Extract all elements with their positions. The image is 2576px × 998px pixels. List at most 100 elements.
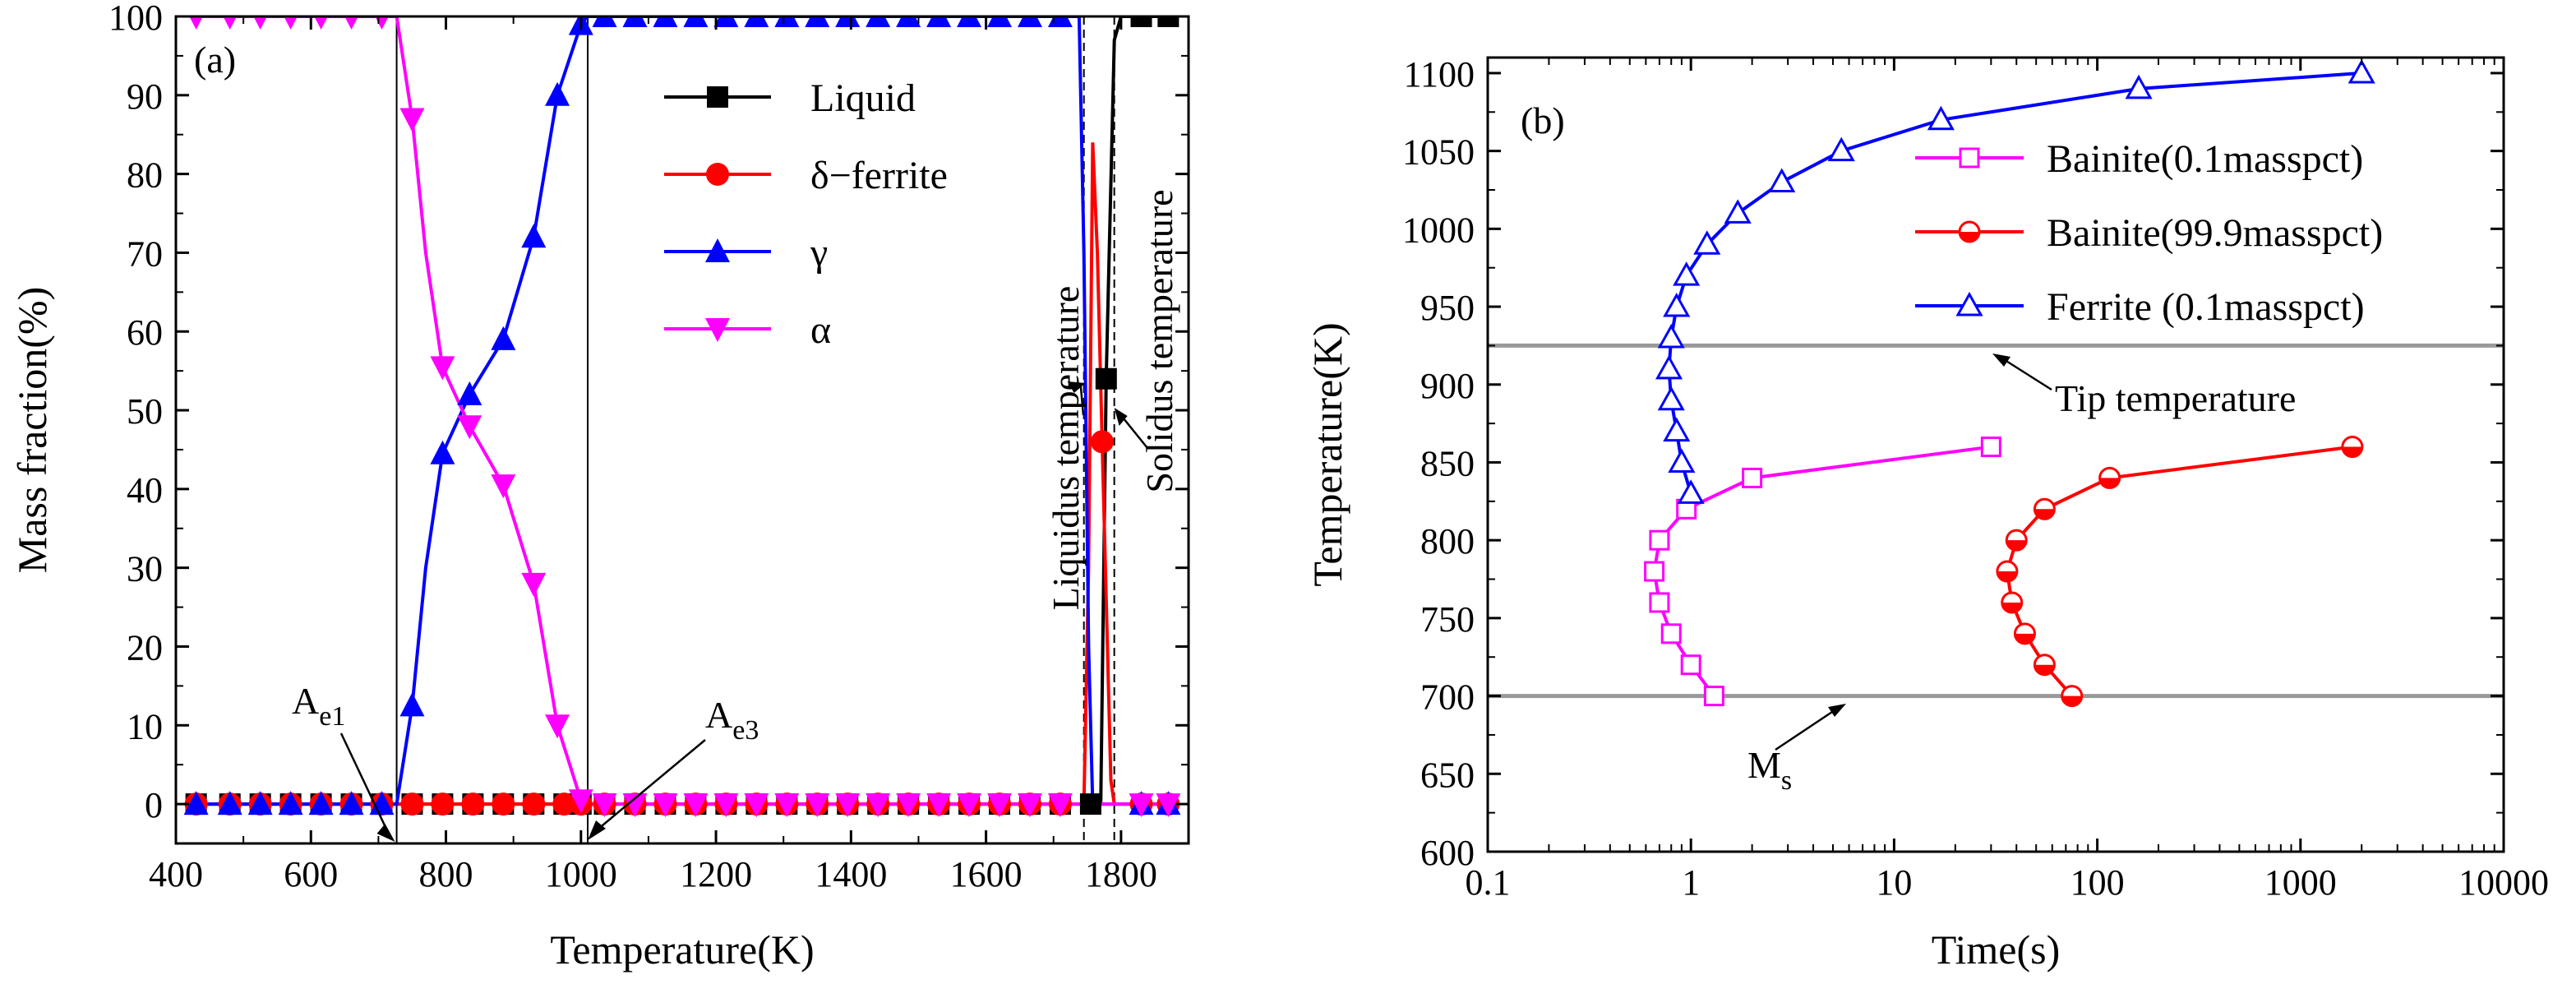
data-point [492,792,515,816]
data-point [653,16,678,27]
data-point [1980,437,2001,458]
series-line-0 [196,16,1169,806]
data-point [430,440,455,464]
legend-label: γ [810,231,828,275]
data-point [1703,686,1724,707]
y-tick-label: 800 [1420,521,1475,561]
data-point [835,16,861,27]
data-point [521,572,547,597]
data-point [2341,436,2364,459]
x-tick-label: 100 [2070,862,2125,903]
data-point [592,16,617,27]
x-tick-label: 10000 [2458,862,2549,903]
annotation-text: M [1747,744,1781,786]
legend-marker [1959,147,1980,169]
data-point [253,16,267,30]
x-axis-title: Time(s) [1932,926,2061,973]
data-point [987,793,1013,818]
data-point [2001,591,2024,614]
y-tick-label: 50 [127,391,163,432]
axes-frame [174,15,1190,845]
y-tick-label: 900 [1420,366,1475,406]
data-point [1827,136,1855,162]
y-tick-label: 30 [127,549,163,589]
data-point [552,792,576,816]
axes-frame [1486,56,2505,853]
data-point [2005,529,2028,552]
arrow-tip-temperature [2001,357,2052,391]
data-point [399,692,425,717]
data-point [1742,467,1763,488]
y-tick-label: 20 [127,627,163,668]
data-point [713,793,739,818]
data-point [2013,622,2036,645]
y-tick-label: 1050 [1402,132,1475,173]
data-point [926,793,952,818]
data-point [1677,479,1705,504]
panel-label-b: (b) [1521,99,1565,141]
arrow-ms [1775,709,1835,751]
data-point [1655,354,1683,380]
arrowhead-ae3 [588,820,607,840]
legend-label: δ−ferrite [810,154,948,197]
data-point [1156,793,1181,818]
arrowhead-ae1 [376,824,395,842]
legend-marker [705,318,730,342]
data-point [1649,529,1670,551]
plot-area [183,16,1181,818]
data-point [521,224,547,248]
data-point [774,793,800,818]
data-point [1090,430,1114,454]
plot-area [1644,58,2375,708]
data-point [1649,592,1670,613]
data-point [461,792,485,816]
data-point [1079,793,1101,815]
data-point [1657,323,1685,349]
data-point [491,326,516,350]
legend-marker [1958,220,1981,243]
data-point [344,16,358,30]
arrowhead-solidus [1114,408,1128,426]
arrowhead-ms [1828,704,1846,717]
data-point [1996,560,2019,583]
data-point [1768,168,1796,193]
annotation-ae3: Ae3 [705,694,759,746]
data-point [284,16,298,30]
legend-marker [1955,291,1983,316]
data-point [545,81,570,106]
y-tick-label: 0 [145,785,163,825]
data-point [1724,199,1752,224]
legend-label: Bainite(0.1masspct) [2047,137,2363,181]
data-point [1157,16,1180,27]
legend: Liquid δ−ferrite γα [664,76,948,352]
data-point [1927,105,1955,131]
data-point [805,793,830,818]
y-axis-title: Mass fraction(%) [9,287,55,574]
legend-marker [707,86,728,108]
data-point [369,791,395,815]
data-point [774,16,800,27]
data-point [217,791,242,815]
x-tick-label: 1000 [545,854,617,894]
data-point [1644,561,1665,582]
data-point [522,792,546,816]
data-point [399,108,425,132]
data-point [1663,417,1691,442]
data-point [683,793,709,818]
x-tick-label: 1000 [2264,862,2337,903]
data-point [491,474,516,499]
data-point [247,791,273,815]
data-point [1129,793,1154,818]
arrowhead-liquidus [1067,381,1086,393]
data-point [1660,623,1682,645]
data-point [545,714,570,739]
legend: Bainite(0.1masspct) Bainite(99.9masspct) F… [1915,137,2383,329]
y-tick-label: 650 [1420,755,1475,795]
annotation-ms: Ms [1747,744,1792,796]
data-point [1668,448,1696,473]
series-line-1 [2005,445,2353,697]
arrow-liquidus [1079,384,1085,416]
data-point [957,793,982,818]
y-tick-label: 1000 [1402,210,1475,250]
